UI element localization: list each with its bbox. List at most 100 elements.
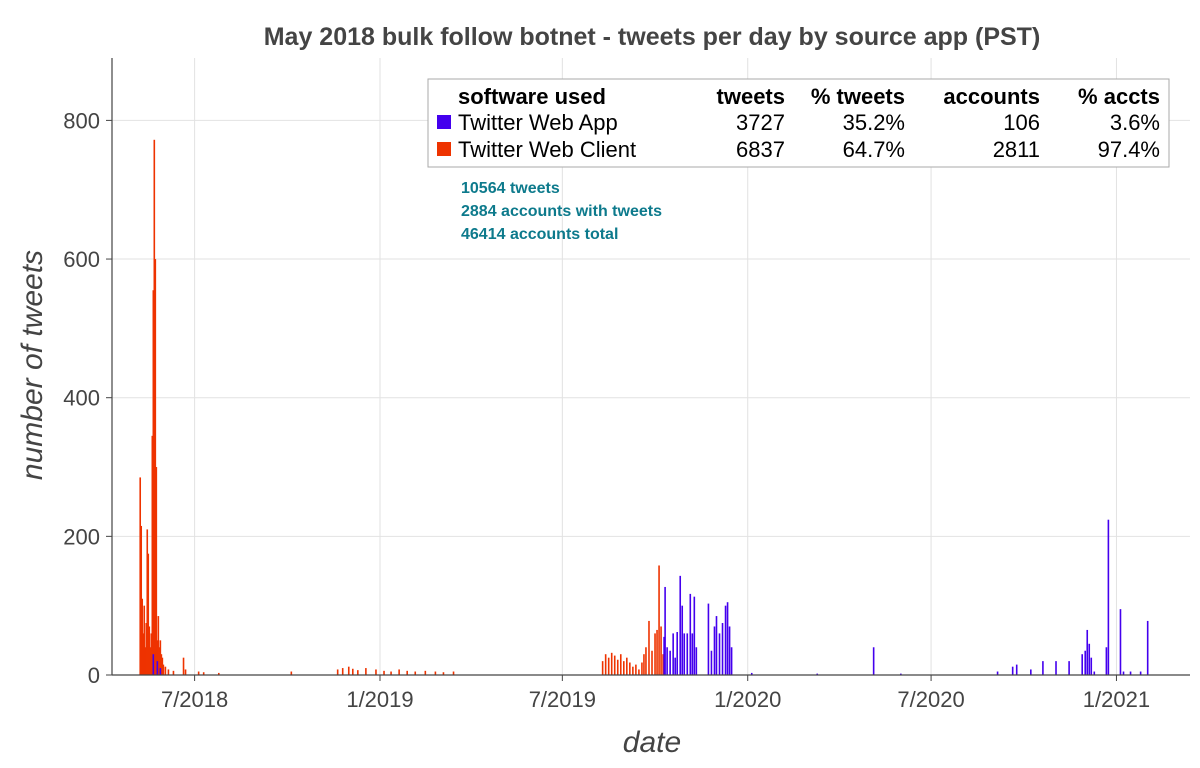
bar-web-client xyxy=(141,598,144,675)
bar-web-client xyxy=(154,259,157,675)
bar-web-client xyxy=(351,668,354,675)
bar-web-client xyxy=(197,671,200,675)
bar-web-client xyxy=(146,529,149,675)
bar-web-client xyxy=(161,657,164,675)
bar-web-client xyxy=(155,467,158,675)
bar-web-app xyxy=(730,647,733,675)
bar-web-client xyxy=(629,662,631,675)
bar-web-client xyxy=(184,669,187,675)
bar-web-app xyxy=(676,632,678,675)
bar-web-app xyxy=(1107,519,1110,675)
bar-web-app xyxy=(710,650,713,675)
legend-header-pct-tweets: % tweets xyxy=(811,84,905,109)
bar-web-client xyxy=(414,671,417,675)
bar-web-client xyxy=(613,655,616,675)
bar-web-app xyxy=(686,633,689,675)
legend-row-web-app-accounts: 106 xyxy=(1003,110,1040,135)
bar-web-app xyxy=(715,616,718,675)
bar-web-app xyxy=(1055,661,1057,675)
ticks: 7/2018 1/2019 7/2019 1/2020 7/2020 1/2021 0 200… xyxy=(63,108,1150,712)
legend-row-web-client-tweets: 6837 xyxy=(736,137,785,162)
bar-web-app xyxy=(674,657,676,675)
bar-web-client xyxy=(656,629,658,675)
annotation-accounts-with-tweets: 2884 accounts with tweets xyxy=(461,203,662,220)
x-tick-label: 1/2021 xyxy=(1083,687,1150,712)
bar-web-client xyxy=(660,626,662,675)
x-tick-label: 1/2020 xyxy=(714,687,781,712)
x-tick-label: 1/2019 xyxy=(346,687,413,712)
bar-web-client xyxy=(164,666,167,675)
bar-web-app xyxy=(159,668,162,675)
bar-web-client xyxy=(638,669,640,675)
bar-web-client xyxy=(406,670,408,675)
bar-web-client xyxy=(341,668,344,675)
bar-web-app xyxy=(1122,671,1125,675)
bar-web-client xyxy=(365,668,367,675)
bar-web-client xyxy=(162,664,165,675)
legend-row-web-client-name: Twitter Web Client xyxy=(458,137,636,162)
bar-web-client xyxy=(159,640,162,675)
bar-web-client xyxy=(150,633,153,675)
bar-web-app xyxy=(726,602,729,675)
bar-web-app xyxy=(816,673,819,675)
bar-web-app xyxy=(663,636,665,675)
y-tick-label: 400 xyxy=(63,386,100,411)
x-tick-label: 7/2018 xyxy=(161,687,228,712)
bar-web-app xyxy=(1086,629,1089,675)
bar-web-client xyxy=(143,605,146,675)
bar-web-app xyxy=(872,647,875,675)
bar-web-client xyxy=(144,647,147,675)
bar-web-client xyxy=(217,672,220,675)
x-tick-label: 7/2019 xyxy=(529,687,596,712)
bar-web-app xyxy=(666,647,668,675)
bar-web-app xyxy=(672,633,674,675)
bar-web-client xyxy=(641,662,643,675)
bar-web-client xyxy=(654,633,656,675)
bar-web-app xyxy=(152,654,155,675)
bar-web-client xyxy=(375,669,377,675)
bar-web-app xyxy=(1119,609,1122,675)
bar-web-app xyxy=(1081,654,1083,675)
legend-row-web-app-tweets: 3727 xyxy=(736,110,785,135)
bar-web-client xyxy=(357,670,359,675)
legend-swatch-web-app xyxy=(437,115,451,129)
bar-web-app xyxy=(713,626,716,675)
bar-web-app xyxy=(996,671,999,675)
bar-web-app xyxy=(691,633,694,675)
y-tick-label: 800 xyxy=(63,108,100,133)
bar-web-client xyxy=(623,661,625,675)
bar-web-app xyxy=(900,673,902,675)
bar-web-client xyxy=(442,672,445,675)
bar-web-app xyxy=(669,650,671,675)
bar-web-client xyxy=(140,525,143,675)
bar-web-client xyxy=(152,290,155,675)
legend-row-web-app-name: Twitter Web App xyxy=(458,110,618,135)
bar-web-client xyxy=(148,626,151,675)
bar-web-app xyxy=(156,661,159,675)
bar-web-client xyxy=(172,670,175,675)
bars xyxy=(139,139,1149,676)
bar-web-client xyxy=(434,671,437,675)
bar-web-client xyxy=(153,139,156,676)
bar-web-client xyxy=(632,666,634,675)
bar-web-app xyxy=(664,586,666,675)
bar-web-app xyxy=(689,593,692,675)
legend-header-tweets: tweets xyxy=(717,84,785,109)
y-tick-label: 0 xyxy=(88,663,100,688)
bar-web-client xyxy=(202,672,205,675)
bar-web-app xyxy=(1015,664,1018,675)
bar-web-app xyxy=(721,623,724,675)
y-tick-label: 200 xyxy=(63,524,100,549)
bar-web-app xyxy=(1093,671,1096,675)
legend-row-web-client-pct-tweets: 64.7% xyxy=(843,137,905,162)
bar-web-app xyxy=(724,605,727,675)
bar-web-client xyxy=(662,654,664,675)
bar-web-app xyxy=(1030,669,1032,675)
bar-web-client xyxy=(610,652,613,675)
bar-web-client xyxy=(156,640,159,675)
bar-web-client xyxy=(619,654,622,675)
bar-web-client xyxy=(390,671,392,675)
bar-web-client xyxy=(645,647,647,675)
bar-web-client xyxy=(157,616,160,675)
